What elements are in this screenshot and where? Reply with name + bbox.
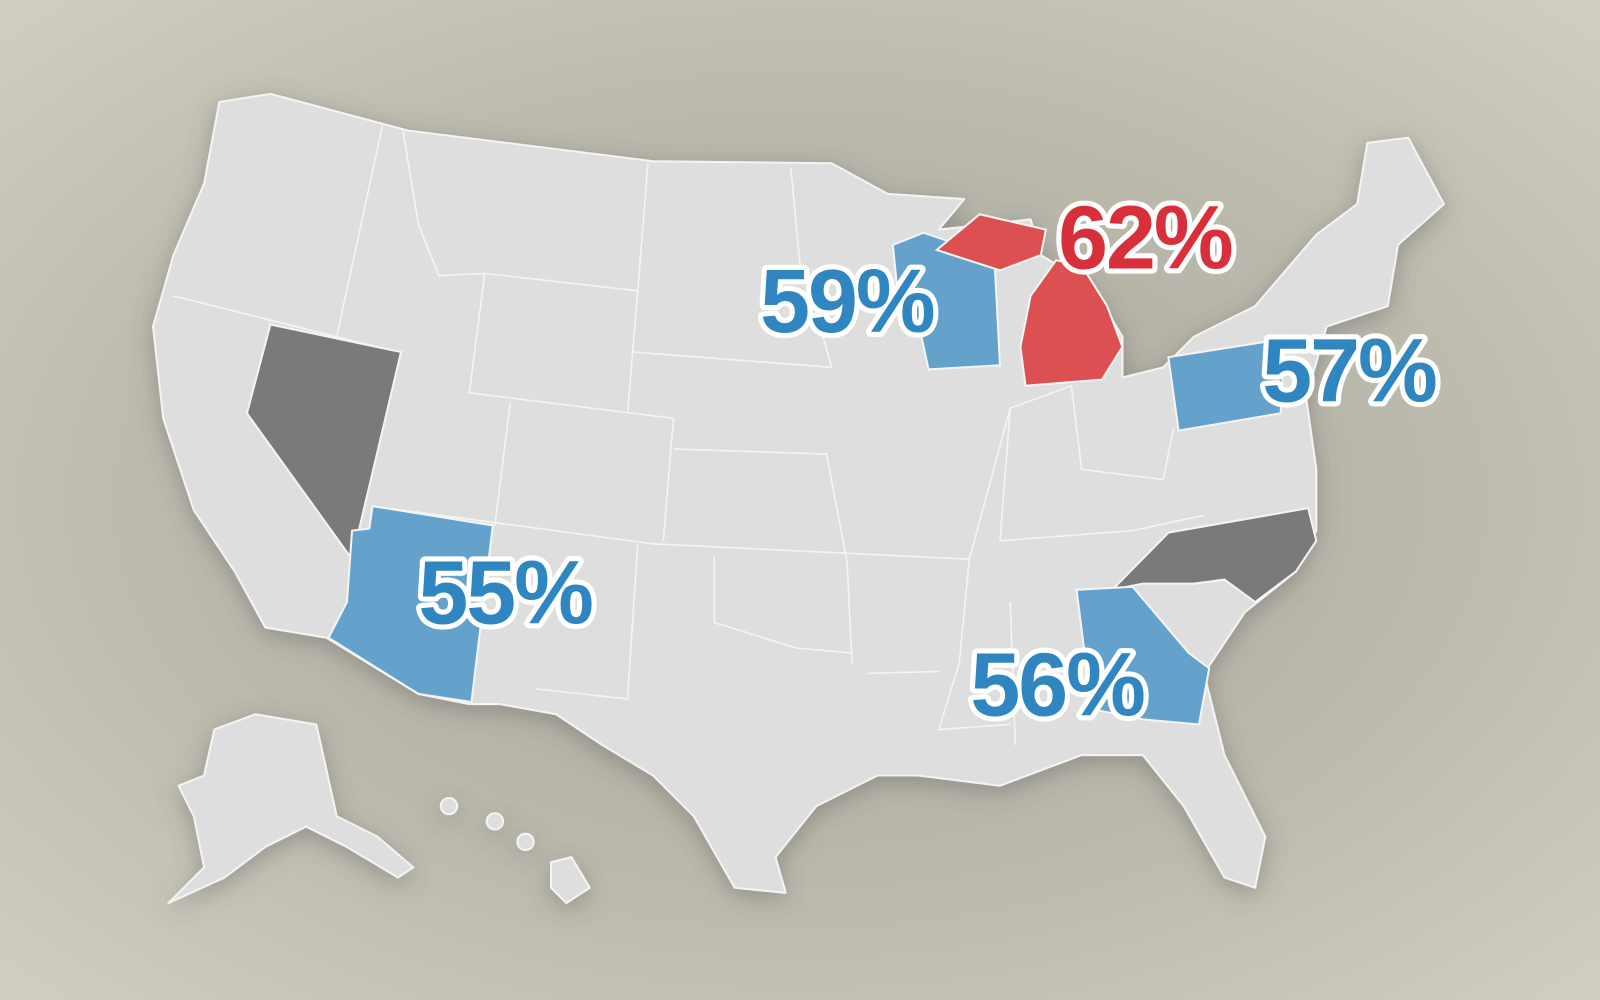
alaska: [167, 713, 415, 905]
state-label: 56%: [970, 636, 1144, 736]
state-label: 62%: [1058, 189, 1232, 289]
hawaii-island: [485, 812, 505, 831]
state-blue: [1075, 585, 1211, 726]
state-borders: [173, 124, 1205, 745]
hawaii-island: [439, 796, 459, 816]
state-red: [934, 213, 1048, 272]
hawaii: [550, 856, 591, 905]
state-blue: [891, 231, 1002, 371]
highlighted-states: [245, 213, 1318, 726]
state-red: [1019, 259, 1124, 387]
labels: 59% 62% 57% 55% 56%: [413, 184, 1443, 741]
state-blue: [327, 504, 494, 704]
hawaii-island: [516, 832, 535, 852]
state-label: 59%: [760, 252, 934, 352]
state-blue: [1167, 340, 1285, 432]
state-label: 57%: [1262, 321, 1436, 421]
state-label: 55%: [418, 544, 592, 644]
